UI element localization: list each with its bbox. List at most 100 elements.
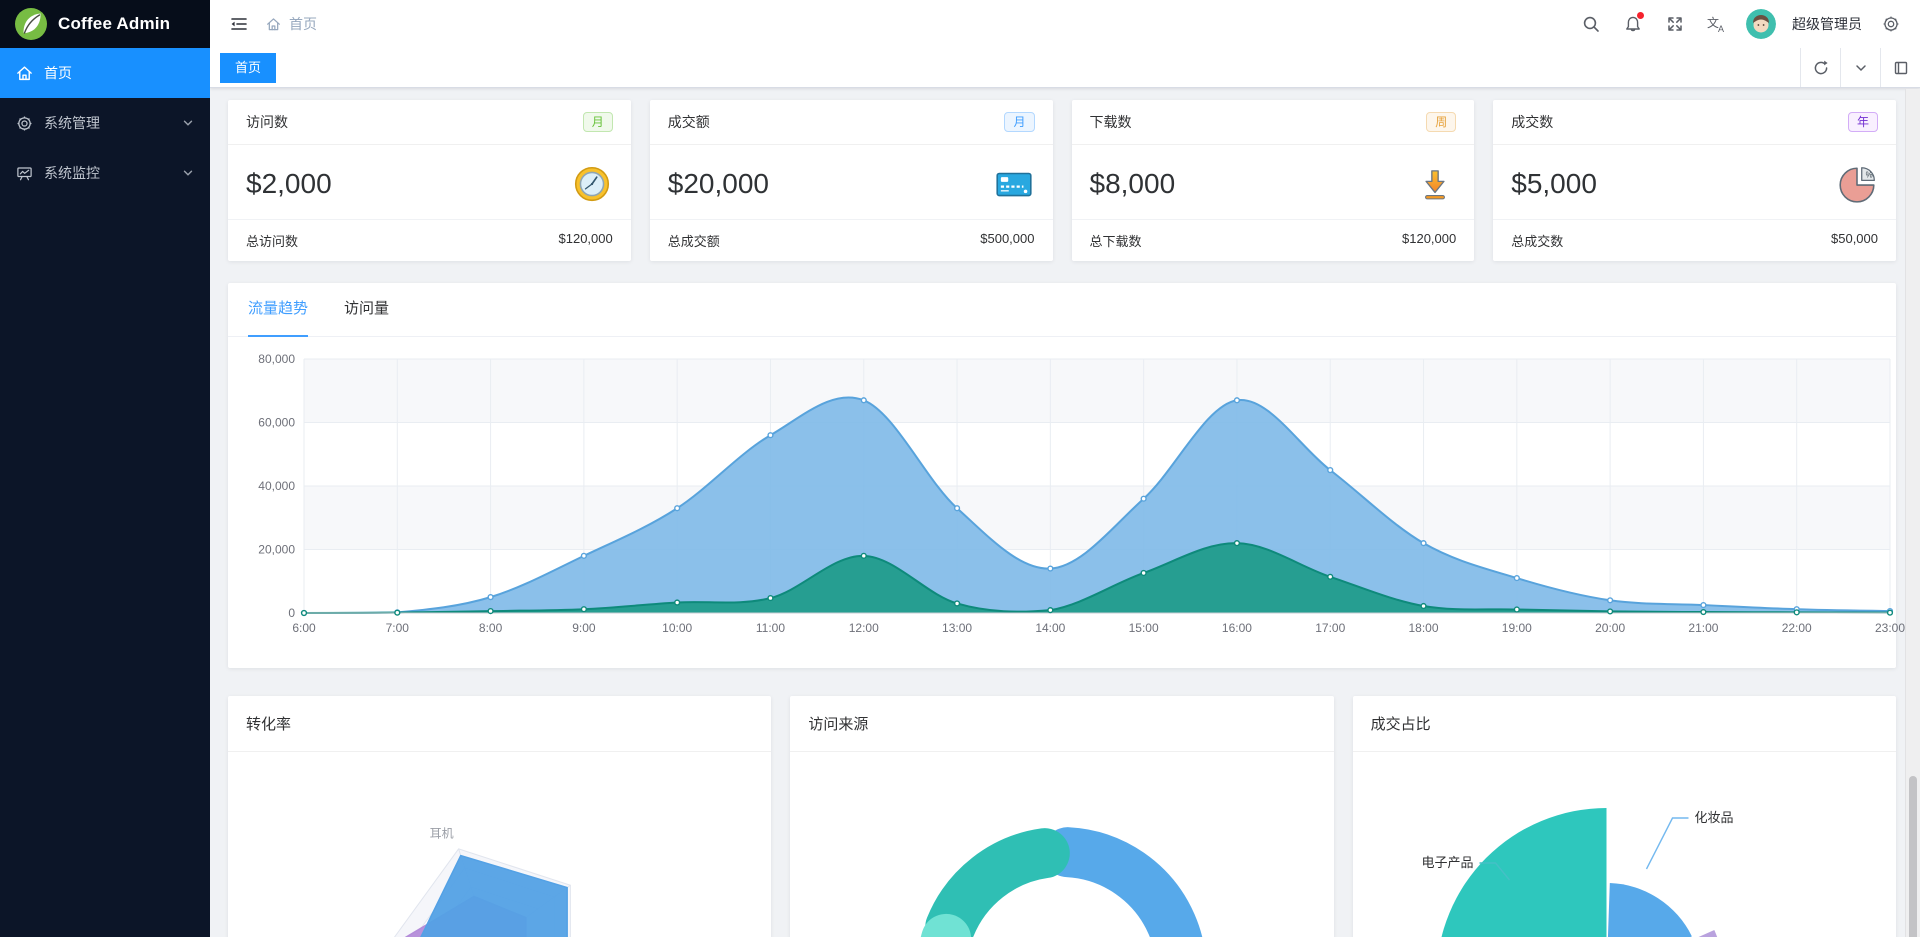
tag-view-bar: 首页 [210, 48, 1920, 88]
svg-text:%: % [1866, 170, 1873, 179]
sidebar-item-label: 系统管理 [44, 115, 100, 131]
visit-source-donut-chart [790, 752, 1333, 937]
download-icon [1425, 170, 1446, 200]
card-title: 访问来源 [790, 696, 1334, 752]
sidebar-item-system-management[interactable]: 系统管理 [0, 98, 210, 148]
search-icon[interactable] [1578, 11, 1604, 37]
deal-share-pie-chart: 电子产品 化妆品 [1353, 752, 1896, 937]
breadcrumb[interactable]: 首页 [266, 14, 317, 34]
monitor-icon [16, 164, 34, 182]
period-badge: 周 [1426, 112, 1457, 132]
svg-text:A: A [1718, 24, 1724, 34]
stat-card-title: 成交额 [667, 114, 710, 130]
stat-card-row: 访问数 月 $2,000 总访问数 $120,000 成交额 [228, 100, 1896, 261]
settings-icon[interactable] [1878, 11, 1904, 37]
fullscreen-icon[interactable] [1662, 11, 1688, 37]
top-navbar: 首页 文 A [210, 0, 1920, 48]
notification-dot [1637, 12, 1644, 19]
bottom-card-row: 转化率 电脑耳机充电器 访问来源 成交占比 电子产品 化妆品 [228, 696, 1896, 937]
refresh-icon[interactable] [1800, 48, 1840, 87]
svg-text:60,000: 60,000 [258, 416, 295, 430]
card-title: 成交占比 [1352, 696, 1896, 752]
tab-traffic-trend[interactable]: 流量趋势 [248, 283, 309, 337]
stat-card-downloads: 下载数 周 $8,000 总下载数 $120,000 [1071, 100, 1475, 261]
maximize-icon[interactable] [1880, 48, 1920, 87]
svg-text:18:00: 18:00 [1409, 621, 1439, 635]
svg-text:20:00: 20:00 [1595, 621, 1625, 635]
sidebar-menu: 首页 系统管理 系统监控 [0, 48, 210, 198]
conversion-rate-card: 转化率 电脑耳机充电器 [228, 696, 772, 937]
svg-text:40,000: 40,000 [258, 479, 295, 493]
stat-footer-value: $500,000 [980, 231, 1035, 246]
stat-card-value: $8,000 [1089, 168, 1176, 199]
svg-text:17:00: 17:00 [1315, 621, 1345, 635]
svg-text:6:00: 6:00 [292, 621, 316, 635]
svg-text:19:00: 19:00 [1502, 621, 1532, 635]
bell-icon[interactable] [1620, 11, 1646, 37]
stat-footer-label: 总成交数 [1511, 234, 1564, 249]
sidebar-item-home[interactable]: 首页 [0, 48, 210, 98]
stat-footer-value: $120,000 [1402, 231, 1457, 246]
avatar[interactable] [1746, 9, 1776, 39]
main-content: 访问数 月 $2,000 总访问数 $120,000 成交额 [210, 88, 1920, 937]
gear-icon [16, 114, 34, 132]
svg-text:15:00: 15:00 [1129, 621, 1159, 635]
svg-text:16:00: 16:00 [1222, 621, 1252, 635]
sidebar-item-system-monitor[interactable]: 系统监控 [0, 148, 210, 198]
stat-footer-label: 总下载数 [1089, 234, 1142, 249]
svg-text:耳机: 耳机 [430, 827, 454, 841]
tag-view-home[interactable]: 首页 [220, 53, 277, 83]
tab-visits[interactable]: 访问量 [344, 299, 390, 317]
svg-text:80,000: 80,000 [258, 352, 295, 366]
stat-footer-label: 总成交额 [667, 234, 720, 249]
period-badge: 月 [582, 112, 613, 132]
breadcrumb-label: 首页 [289, 16, 317, 32]
svg-text:23:00: 23:00 [1875, 621, 1905, 635]
chevron-down-icon [183, 170, 193, 176]
svg-text:电子产品: 电子产品 [1421, 855, 1473, 870]
svg-text:化妆品: 化妆品 [1694, 810, 1733, 825]
clock-icon [574, 166, 609, 202]
stat-card-turnover: 成交额 月 $20,000 总成交额 $500,000 [649, 100, 1053, 261]
deal-share-card: 成交占比 电子产品 化妆品 [1352, 696, 1896, 937]
svg-text:9:00: 9:00 [572, 621, 596, 635]
traffic-trend-chart: 0 20,000 40,000 60,000 80,000 6:00 7:00 8:00 9:0… [228, 337, 1905, 663]
svg-text:22:00: 22:00 [1782, 621, 1812, 635]
svg-text:21:00: 21:00 [1688, 621, 1718, 635]
page-scrollbar[interactable] [1905, 89, 1920, 937]
svg-text:13:00: 13:00 [942, 621, 972, 635]
svg-text:文: 文 [1707, 15, 1719, 30]
traffic-trend-card: 流量趋势 访问量 0 20,000 40,000 60,000 80,000 6:00 7:… [228, 283, 1905, 668]
svg-text:12:00: 12:00 [849, 621, 879, 635]
svg-text:0: 0 [288, 606, 295, 620]
period-badge: 年 [1847, 112, 1878, 132]
translate-icon[interactable]: 文 A [1704, 11, 1730, 37]
home-icon [267, 17, 280, 30]
stat-card-value: $20,000 [667, 168, 769, 199]
sidebar: Coffee Admin 首页 系统管理 [0, 0, 210, 937]
trend-tabs: 流量趋势 访问量 [228, 283, 1896, 337]
svg-text:10:00: 10:00 [662, 621, 692, 635]
sidebar-toggle-icon[interactable] [226, 11, 252, 37]
pie-icon: % [1839, 167, 1875, 203]
svg-text:11:00: 11:00 [756, 621, 785, 635]
user-name[interactable]: 超级管理员 [1792, 16, 1862, 32]
chevron-down-icon[interactable] [1840, 48, 1880, 87]
stat-card-title: 成交数 [1511, 114, 1554, 130]
scrollbar-thumb[interactable] [1909, 776, 1917, 937]
stat-card-visits: 访问数 月 $2,000 总访问数 $120,000 [228, 100, 631, 261]
home-icon [16, 64, 34, 82]
sidebar-item-label: 系统监控 [44, 165, 100, 181]
stat-footer-label: 总访问数 [246, 234, 299, 249]
credit-card-icon [995, 172, 1032, 197]
stat-card-title: 下载数 [1089, 114, 1132, 130]
svg-text:7:00: 7:00 [386, 621, 410, 635]
card-title: 转化率 [228, 696, 772, 752]
app-title: Coffee Admin [58, 14, 171, 33]
svg-text:14:00: 14:00 [1035, 621, 1065, 635]
svg-text:20,000: 20,000 [258, 543, 295, 557]
stat-card-value: $2,000 [246, 168, 332, 199]
sidebar-item-label: 首页 [44, 65, 72, 81]
conversion-radar-chart: 电脑耳机充电器 [228, 752, 771, 937]
stat-footer-value: $120,000 [558, 231, 613, 246]
